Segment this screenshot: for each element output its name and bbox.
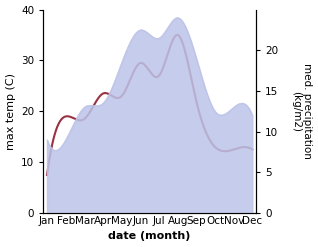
X-axis label: date (month): date (month)	[108, 231, 191, 242]
Y-axis label: max temp (C): max temp (C)	[5, 73, 16, 150]
Y-axis label: med. precipitation
(kg/m2): med. precipitation (kg/m2)	[291, 63, 313, 159]
